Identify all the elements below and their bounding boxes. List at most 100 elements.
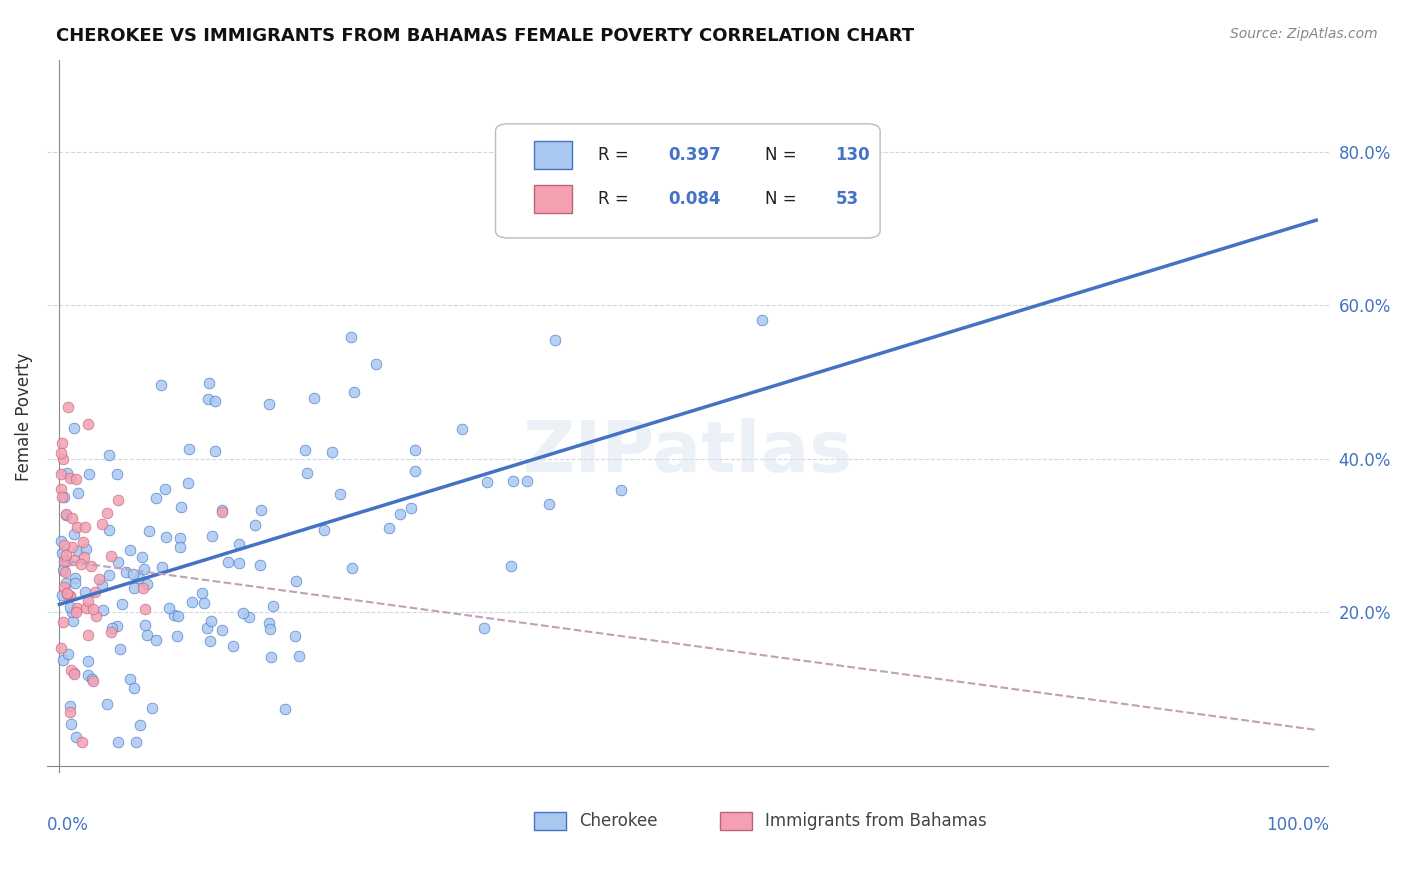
Point [118, 672, 141, 686]
Point [49, 483, 72, 497]
Point [77, 467, 100, 482]
Point [55, 576, 77, 591]
Point [122, 681, 145, 695]
Point [193, 596, 215, 610]
Point [100, 549, 122, 564]
Point [131, 549, 153, 564]
Point [98, 567, 121, 582]
Point [59, 470, 82, 484]
Text: Immigrants from Bahamas: Immigrants from Bahamas [765, 812, 987, 830]
Point [49, 641, 72, 656]
Point [389, 507, 412, 521]
Point [56, 587, 79, 601]
Point [516, 475, 538, 489]
Point [198, 376, 221, 391]
Point [60, 606, 83, 620]
Point [77, 654, 100, 668]
Point [96, 506, 118, 520]
Text: ZIPatlas: ZIPatlas [523, 417, 853, 486]
Point [544, 333, 567, 347]
Point [52, 554, 75, 568]
Point [111, 597, 134, 611]
Point [77, 594, 100, 608]
Point [76, 601, 98, 615]
Point [77, 417, 100, 432]
Point [195, 621, 218, 635]
Point [100, 625, 122, 640]
Point [211, 505, 233, 519]
Point [66, 601, 89, 615]
Point [249, 558, 271, 572]
Point [83, 584, 105, 599]
Text: 0.084: 0.084 [669, 190, 721, 208]
Point [96, 697, 118, 711]
Point [77, 667, 100, 681]
Point [177, 442, 200, 456]
Point [60, 540, 83, 554]
Point [82, 672, 104, 686]
Point [274, 702, 297, 716]
Point [82, 673, 104, 688]
Point [58, 648, 80, 662]
Point [107, 555, 129, 569]
Point [472, 622, 495, 636]
FancyBboxPatch shape [495, 124, 880, 238]
Point [49, 467, 72, 481]
Point [243, 517, 266, 532]
Point [477, 475, 499, 490]
FancyBboxPatch shape [534, 185, 572, 213]
Text: 130: 130 [835, 146, 870, 164]
Point [53, 580, 76, 594]
Point [55, 508, 77, 522]
Point [80, 558, 103, 573]
Point [198, 633, 221, 648]
Text: 0.397: 0.397 [669, 146, 721, 164]
Point [125, 735, 148, 749]
Point [150, 378, 173, 392]
Point [98, 448, 121, 462]
Point [294, 442, 316, 457]
Point [262, 599, 284, 613]
Point [51, 588, 73, 602]
Point [134, 602, 156, 616]
Point [169, 541, 191, 555]
Point [63, 666, 86, 681]
FancyBboxPatch shape [534, 141, 572, 169]
Point [75, 541, 97, 556]
Point [132, 562, 155, 576]
Point [107, 735, 129, 749]
Point [302, 392, 325, 406]
Point [108, 641, 131, 656]
Point [65, 472, 87, 486]
Point [136, 576, 159, 591]
Point [70, 735, 93, 749]
Point [122, 566, 145, 581]
Point [157, 601, 180, 615]
Point [63, 421, 86, 435]
Point [63, 552, 86, 566]
Point [91, 517, 114, 532]
Text: R =: R = [598, 146, 634, 164]
Point [197, 392, 219, 407]
Point [238, 610, 260, 624]
Point [181, 595, 204, 609]
Point [228, 537, 250, 551]
Point [75, 519, 97, 533]
Point [169, 531, 191, 545]
Point [52, 538, 75, 552]
Point [501, 558, 523, 573]
Point [62, 614, 84, 628]
Point [283, 629, 305, 643]
Point [87, 572, 110, 586]
Point [114, 565, 136, 579]
Point [51, 436, 73, 450]
Point [52, 451, 75, 466]
FancyBboxPatch shape [534, 813, 567, 830]
Text: N =: N = [765, 146, 801, 164]
Point [107, 618, 129, 632]
Point [82, 602, 104, 616]
Point [60, 663, 83, 677]
Point [321, 445, 343, 459]
Point [217, 555, 239, 569]
Point [211, 623, 233, 637]
